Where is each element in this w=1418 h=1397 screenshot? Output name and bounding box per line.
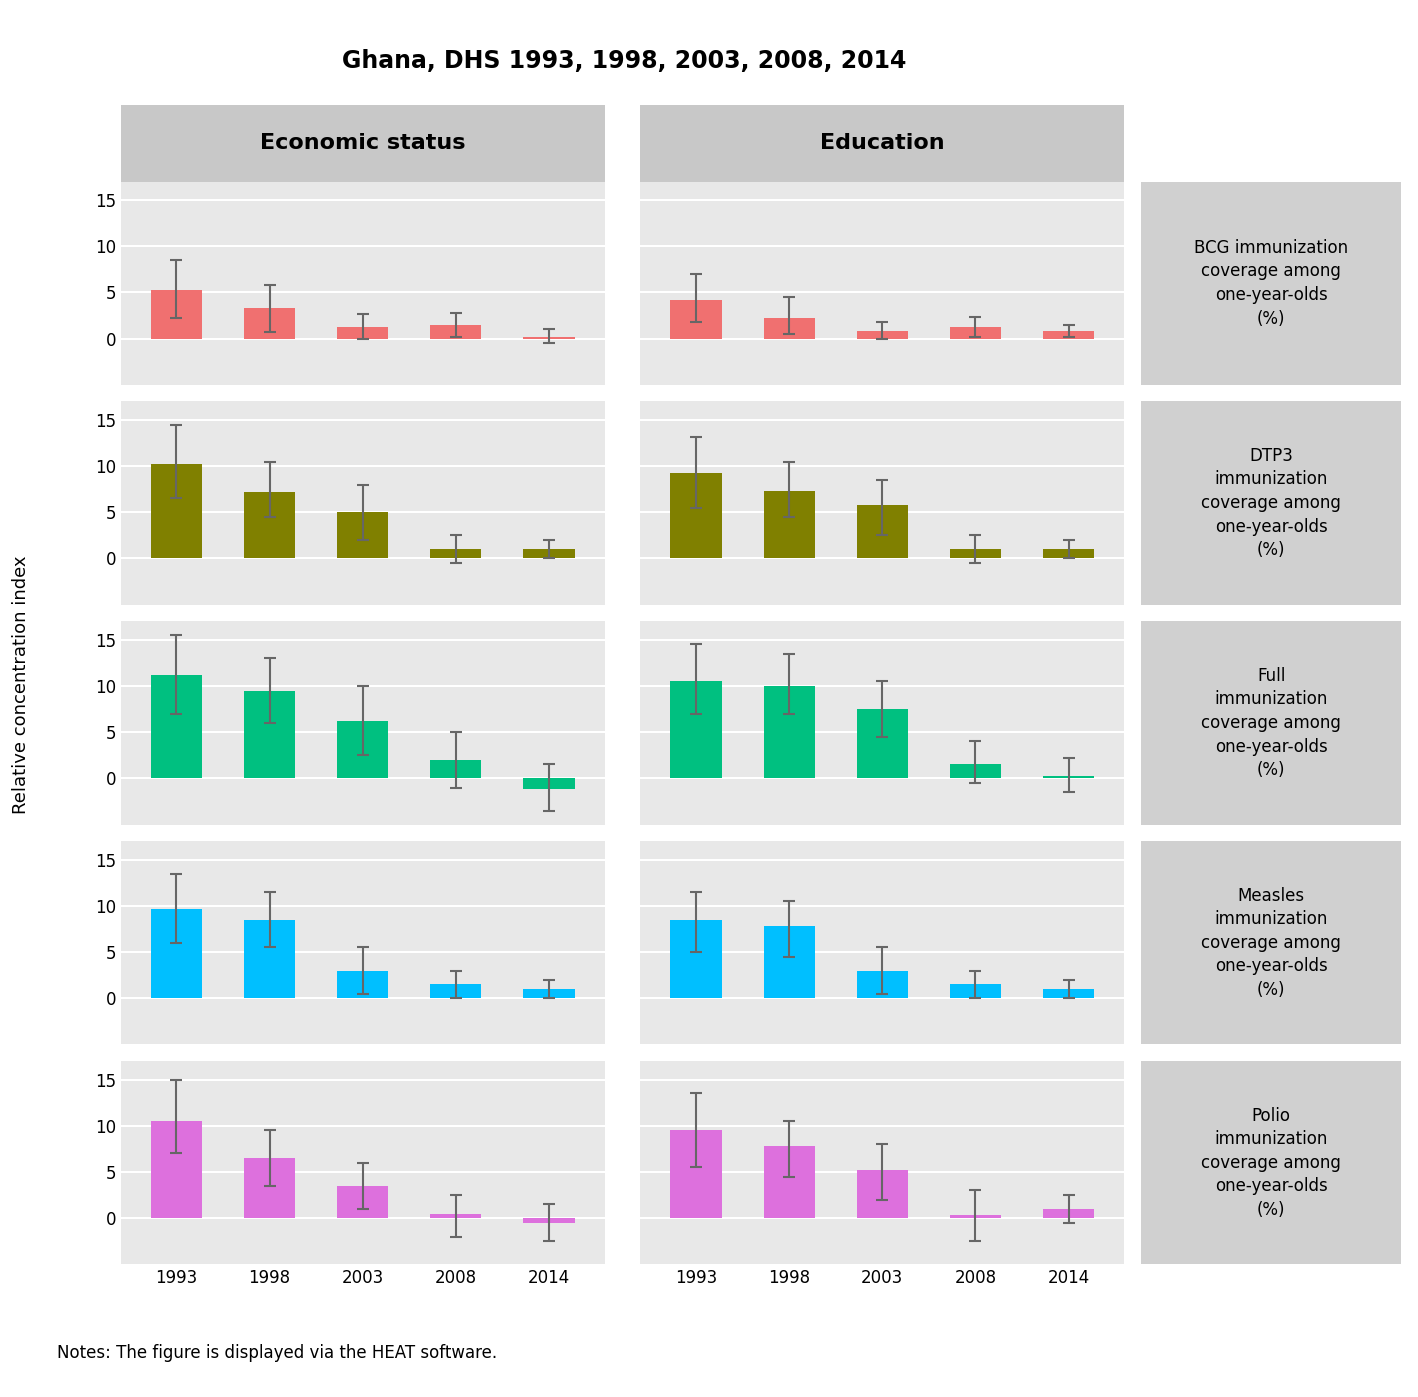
Bar xyxy=(337,971,389,999)
Bar xyxy=(950,985,1001,999)
Bar xyxy=(671,300,722,338)
Text: Measles
immunization
coverage among
one-year-olds
(%): Measles immunization coverage among one-… xyxy=(1201,887,1341,999)
Bar xyxy=(430,1214,481,1218)
Bar xyxy=(523,778,574,789)
Text: Relative concentration index: Relative concentration index xyxy=(13,555,30,814)
Bar xyxy=(337,513,389,559)
Bar xyxy=(337,327,389,338)
Bar xyxy=(244,919,295,999)
Bar xyxy=(764,926,815,999)
Bar xyxy=(523,549,574,559)
Bar xyxy=(1044,989,1095,999)
Text: Education: Education xyxy=(820,133,944,154)
Bar xyxy=(430,324,481,338)
Bar xyxy=(764,492,815,559)
Bar xyxy=(856,331,908,338)
Bar xyxy=(764,1146,815,1218)
Bar xyxy=(671,919,722,999)
Bar xyxy=(244,690,295,778)
Bar xyxy=(337,1186,389,1218)
Bar xyxy=(950,1215,1001,1218)
Bar xyxy=(856,710,908,778)
Bar xyxy=(764,319,815,338)
Text: Polio
immunization
coverage among
one-year-olds
(%): Polio immunization coverage among one-ye… xyxy=(1201,1106,1341,1220)
Bar xyxy=(856,504,908,559)
Bar xyxy=(671,682,722,778)
Bar xyxy=(430,985,481,999)
Bar xyxy=(150,289,201,338)
Bar xyxy=(430,760,481,778)
Text: Economic status: Economic status xyxy=(259,133,465,154)
Bar xyxy=(950,549,1001,559)
Bar xyxy=(671,1130,722,1218)
Bar xyxy=(1044,331,1095,338)
Bar xyxy=(244,309,295,338)
Bar xyxy=(1044,1208,1095,1218)
Bar xyxy=(950,327,1001,338)
Bar xyxy=(430,549,481,559)
Bar xyxy=(856,971,908,999)
Text: DTP3
immunization
coverage among
one-year-olds
(%): DTP3 immunization coverage among one-yea… xyxy=(1201,447,1341,559)
Bar xyxy=(337,721,389,778)
Bar xyxy=(150,908,201,999)
Bar xyxy=(244,492,295,559)
Text: BCG immunization
coverage among
one-year-olds
(%): BCG immunization coverage among one-year… xyxy=(1194,239,1349,327)
Bar xyxy=(1044,549,1095,559)
Bar xyxy=(950,764,1001,778)
Text: Full
immunization
coverage among
one-year-olds
(%): Full immunization coverage among one-yea… xyxy=(1201,666,1341,780)
Bar xyxy=(244,1158,295,1218)
Bar xyxy=(150,675,201,778)
Bar xyxy=(150,464,201,559)
Bar xyxy=(856,1171,908,1218)
Text: Notes: The figure is displayed via the HEAT software.: Notes: The figure is displayed via the H… xyxy=(57,1344,496,1362)
Bar xyxy=(523,1218,574,1222)
Bar xyxy=(150,1122,201,1218)
Bar xyxy=(764,686,815,778)
Bar xyxy=(1044,775,1095,778)
Bar xyxy=(671,472,722,559)
Bar xyxy=(523,989,574,999)
Text: Ghana, DHS 1993, 1998, 2003, 2008, 2014: Ghana, DHS 1993, 1998, 2003, 2008, 2014 xyxy=(342,49,906,73)
